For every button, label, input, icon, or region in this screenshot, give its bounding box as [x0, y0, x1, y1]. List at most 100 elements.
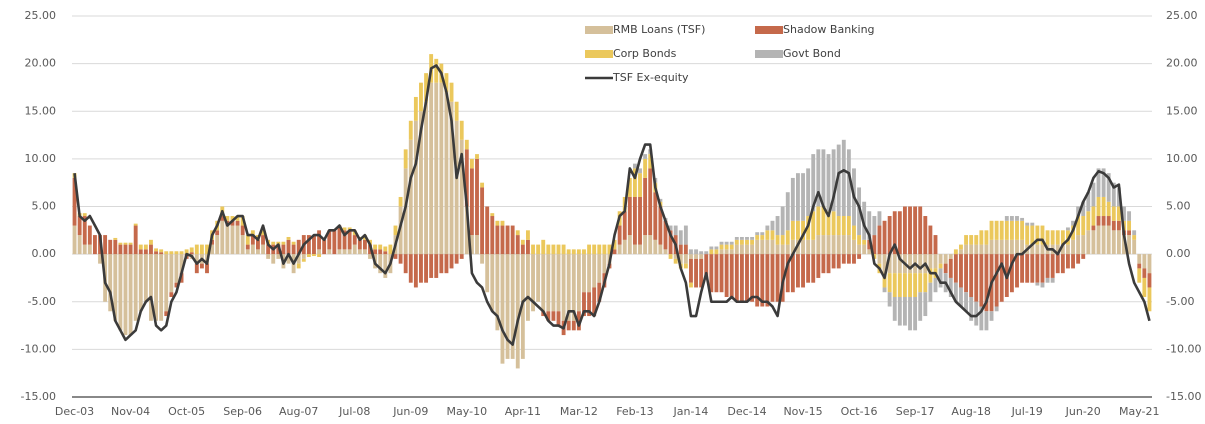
bar-segment	[1111, 206, 1116, 221]
y-tick-label: 25.00	[25, 9, 57, 22]
bar-segment	[327, 230, 332, 250]
bar-segment	[118, 254, 123, 331]
bar-segment	[1020, 217, 1025, 221]
bar-segment	[974, 235, 979, 245]
bar-segment	[210, 244, 215, 255]
bar-segment	[1091, 182, 1096, 207]
bar-segment	[520, 239, 525, 245]
bar-segment	[403, 254, 408, 274]
legend-swatch	[585, 26, 613, 34]
bar-segment	[398, 254, 403, 264]
bar-segment	[113, 239, 118, 255]
bar-segment	[1137, 254, 1142, 264]
bar-segment	[551, 311, 556, 321]
bar-segment	[627, 196, 632, 236]
bar-segment	[658, 206, 663, 245]
x-tick-label: Aug-07	[279, 405, 318, 418]
bar-segment	[887, 273, 892, 293]
bar-segment	[755, 232, 760, 236]
bar-segment	[1066, 244, 1070, 255]
bar-segment	[653, 239, 658, 255]
x-tick-label: Apr-11	[505, 405, 541, 418]
bar-segment	[673, 258, 678, 264]
bar-segment	[836, 254, 841, 269]
bar-segment	[128, 254, 133, 336]
bar-segment	[205, 263, 209, 274]
bar-segment	[1045, 230, 1050, 245]
bar-segment	[953, 254, 958, 283]
bar-segment	[174, 251, 179, 255]
bar-segment	[439, 254, 444, 274]
bar-segment	[256, 239, 260, 250]
bar-segment	[607, 244, 612, 255]
bar-segment	[739, 244, 744, 255]
bar-segment	[429, 254, 434, 278]
bar-segment	[755, 235, 760, 240]
bar-segment	[138, 244, 143, 250]
bar-segment	[1142, 268, 1147, 278]
bar-segment	[1040, 282, 1045, 288]
bar-segment	[480, 187, 485, 255]
bar-segment	[510, 254, 515, 359]
bar-segment	[882, 220, 887, 255]
bar-segment	[475, 154, 479, 159]
bar-segment	[505, 254, 510, 359]
bar-segment	[892, 254, 897, 274]
bar-segment	[1091, 206, 1096, 226]
bar-segment	[826, 211, 831, 236]
bar-segment	[724, 249, 729, 255]
bar-segment	[755, 254, 760, 307]
bar-segment	[846, 216, 851, 236]
bar-segment	[103, 235, 108, 255]
bar-segment	[77, 235, 82, 255]
bar-segment	[694, 254, 698, 259]
bar-segment	[760, 239, 765, 255]
bar-segment	[750, 239, 755, 245]
y-tick-label: 0.00	[32, 247, 57, 260]
bar-segment	[526, 254, 530, 321]
bar-segment	[908, 206, 912, 255]
bar-segment	[383, 246, 388, 252]
bar-segment	[984, 254, 989, 312]
bar-segment	[1096, 216, 1101, 226]
bar-segment	[444, 73, 449, 93]
bar-segment	[495, 220, 500, 226]
bar-segment	[1147, 287, 1152, 312]
bar-segment	[383, 251, 388, 255]
bar-segment	[184, 249, 189, 255]
bar-segment	[556, 311, 561, 326]
bar-segment	[699, 258, 704, 288]
bar-segment	[546, 254, 551, 312]
x-tick-label: Nov-15	[783, 405, 822, 418]
bar-segment	[846, 254, 851, 264]
bar-segment	[887, 292, 892, 307]
bar-segment	[1096, 168, 1101, 197]
bar-segment	[587, 292, 592, 317]
bar-segment	[1076, 206, 1081, 217]
legend-swatch	[585, 50, 613, 58]
bar-segment	[826, 254, 831, 274]
bar-segment	[556, 254, 561, 312]
bar-segment	[113, 237, 118, 240]
bar-segment	[408, 120, 413, 140]
bar-segment	[393, 254, 398, 259]
bar-segment	[87, 244, 92, 255]
bar-segment	[928, 268, 933, 283]
bar-segment	[261, 235, 265, 245]
bar-segment	[694, 258, 698, 288]
bar-segment	[373, 244, 378, 250]
bar-segment	[836, 235, 841, 255]
bar-segment	[846, 235, 851, 255]
bar-segment	[454, 101, 459, 121]
bar-segment	[811, 239, 816, 255]
bar-segment	[627, 235, 632, 255]
bar-segment	[1127, 211, 1132, 221]
bar-segment	[719, 254, 724, 293]
bar-segment	[632, 244, 637, 255]
bar-segment	[1045, 254, 1050, 278]
legend-label: Govt Bond	[783, 47, 841, 60]
bar-segment	[826, 154, 831, 212]
x-tick-label: Nov-04	[111, 405, 150, 418]
bar-segment	[668, 225, 673, 231]
bar-segment	[979, 306, 984, 331]
